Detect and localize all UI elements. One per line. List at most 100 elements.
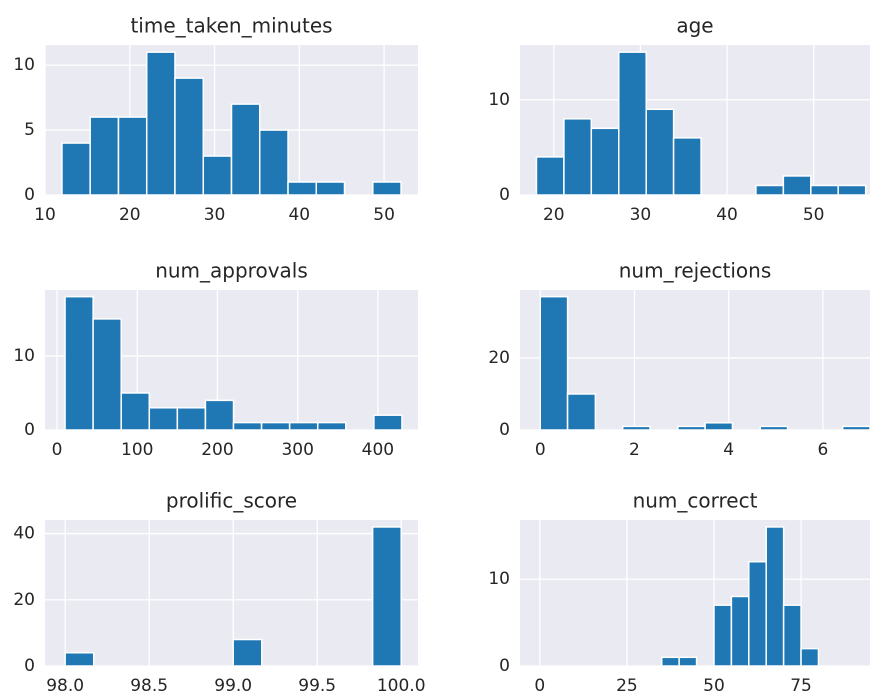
x-tick-label: 50 <box>373 205 395 225</box>
bar <box>232 638 263 667</box>
x-tick-label: 0 <box>52 440 63 460</box>
bar <box>810 184 839 196</box>
bar <box>535 156 565 196</box>
x-tick-label: 20 <box>119 205 141 225</box>
bar <box>730 595 750 667</box>
bar <box>704 422 734 431</box>
plot-area <box>520 520 870 666</box>
bar <box>176 407 207 431</box>
bar <box>287 181 318 196</box>
y-tick-label: 0 <box>24 185 35 205</box>
bar <box>120 392 151 431</box>
x-tick-label: 50 <box>803 205 825 225</box>
x-tick-label: 100 <box>121 440 153 460</box>
x-tick-label: 99.0 <box>214 676 252 696</box>
bar <box>117 116 148 196</box>
bar <box>660 656 680 667</box>
bar <box>621 425 651 431</box>
x-tick-label: 40 <box>716 205 738 225</box>
bar <box>64 295 94 431</box>
y-tick-label: 0 <box>499 185 510 205</box>
bar <box>618 51 647 196</box>
bar <box>148 407 179 431</box>
bar <box>204 399 235 431</box>
bar <box>782 604 802 667</box>
bar <box>145 51 176 196</box>
plot-area <box>45 520 418 666</box>
bar <box>230 103 261 196</box>
y-tick-label: 0 <box>499 420 510 440</box>
chart-title: age <box>676 14 713 38</box>
bar <box>539 295 569 431</box>
bar <box>371 526 402 667</box>
bar <box>174 77 205 196</box>
x-tick-label: 30 <box>204 205 226 225</box>
bar <box>841 425 871 431</box>
bar <box>759 425 789 431</box>
bar <box>258 129 289 196</box>
bar <box>563 118 593 196</box>
x-tick-label: 2 <box>629 440 640 460</box>
bar <box>232 421 263 431</box>
bar <box>260 421 291 431</box>
x-tick-label: 20 <box>543 205 565 225</box>
y-tick-label: 5 <box>24 120 35 140</box>
x-tick-label: 10 <box>34 205 56 225</box>
y-tick-label: 40 <box>13 524 35 544</box>
bar <box>316 421 347 431</box>
bar <box>89 116 120 196</box>
x-tick-label: 98.5 <box>130 676 168 696</box>
x-tick-label: 50 <box>703 676 725 696</box>
y-tick-label: 10 <box>13 346 35 366</box>
x-tick-label: 30 <box>630 205 652 225</box>
bar <box>590 127 620 196</box>
x-tick-label: 40 <box>288 205 310 225</box>
y-tick-label: 20 <box>488 348 510 368</box>
x-tick-label: 400 <box>362 440 394 460</box>
x-tick-label: 4 <box>723 440 734 460</box>
x-tick-label: 300 <box>281 440 313 460</box>
x-tick-label: 99.5 <box>298 676 336 696</box>
x-tick-label: 0 <box>534 676 545 696</box>
y-tick-label: 0 <box>24 656 35 676</box>
chart-title: num_rejections <box>619 259 772 283</box>
bar <box>800 647 820 667</box>
bar <box>755 184 785 196</box>
y-tick-label: 10 <box>13 55 35 75</box>
bar <box>678 656 698 667</box>
bar <box>288 421 319 431</box>
bar <box>748 560 767 667</box>
x-tick-label: 25 <box>616 676 638 696</box>
x-tick-label: 100.0 <box>377 676 426 696</box>
y-tick-label: 0 <box>24 420 35 440</box>
bar <box>782 175 812 196</box>
y-tick-label: 10 <box>488 569 510 589</box>
x-tick-label: 200 <box>201 440 233 460</box>
x-tick-label: 0 <box>535 440 546 460</box>
bar <box>566 393 597 431</box>
x-tick-label: 75 <box>790 676 812 696</box>
y-tick-label: 0 <box>499 656 510 676</box>
bar <box>713 604 733 667</box>
chart-title: num_correct <box>633 489 758 513</box>
chart-title: prolific_score <box>166 489 297 513</box>
y-tick-label: 10 <box>488 90 510 110</box>
x-tick-label: 98.0 <box>46 676 84 696</box>
bar <box>677 425 706 431</box>
bar <box>61 142 91 196</box>
bar <box>765 526 785 667</box>
bar <box>672 137 702 196</box>
bar <box>837 184 867 196</box>
bar <box>202 155 233 196</box>
chart-title: num_approvals <box>155 259 308 283</box>
y-tick-label: 20 <box>13 590 35 610</box>
bar <box>315 181 346 196</box>
chart-title: time_taken_minutes <box>130 14 332 38</box>
bar <box>64 652 95 667</box>
bar <box>92 318 122 431</box>
bar <box>645 108 675 196</box>
x-tick-label: 6 <box>817 440 828 460</box>
bar <box>373 414 403 431</box>
